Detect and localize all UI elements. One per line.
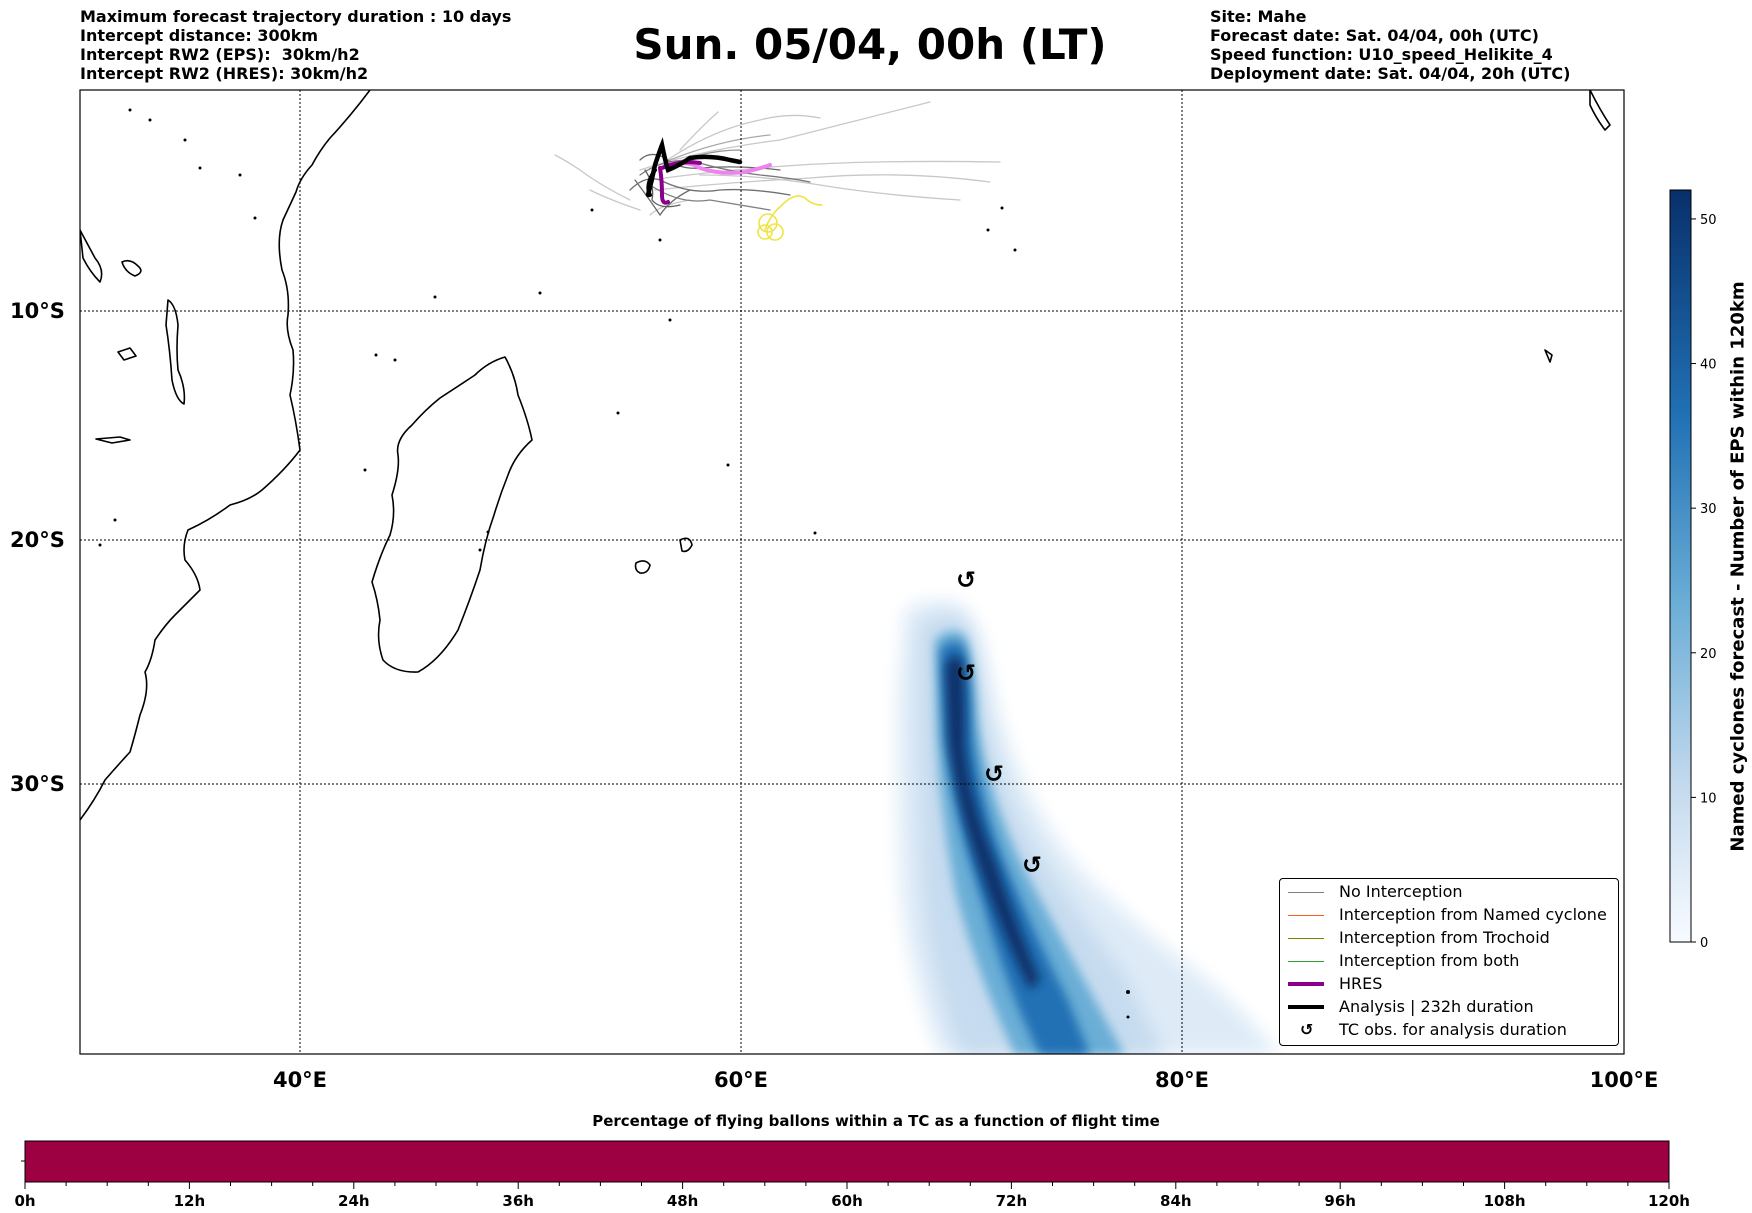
island-small	[95, 436, 131, 444]
island-comoros	[121, 259, 142, 277]
lon-tick-label: 60°E	[714, 1068, 768, 1092]
colorbar-tick-label: 0	[1700, 936, 1708, 951]
colorbar-tick-label: 10	[1700, 791, 1717, 806]
small-islands	[98, 108, 1130, 1019]
lat-tick-label: 30°S	[10, 772, 65, 796]
map-area: ↺ ↺ ↺ ↺	[80, 90, 1624, 1054]
lon-tick-label: 100°E	[1590, 1068, 1659, 1092]
flight-time-tick-label: 0h	[14, 1192, 35, 1210]
tc-observations: ↺ ↺ ↺ ↺	[956, 566, 1042, 879]
flight-time-tick-label: 60h	[831, 1192, 863, 1210]
legend-label: TC obs. for analysis duration	[1339, 1020, 1567, 1039]
header-line: Site: Mahe	[1210, 7, 1307, 26]
map-axis-labels: 40°E 60°E 80°E 100°E 10°S 20°S 30°S	[10, 299, 1658, 1092]
header-right: Site: Mahe Forecast date: Sat. 04/04, 00…	[1210, 7, 1570, 83]
header-line: Intercept RW2 (HRES): 30km/h2	[80, 64, 369, 83]
flight-time-bar: 0h 12h 24h 36h 48h 60h 72h 84h 96h 108h 120h	[14, 1140, 1690, 1210]
colorbar-label: Named cyclones forecast - Number of EPS …	[1727, 280, 1749, 852]
madagascar-coast	[371, 356, 533, 673]
header-left: Maximum forecast trajectory duration : 1…	[80, 7, 511, 83]
legend-swatch	[1288, 915, 1324, 916]
flight-time-tick-label: 36h	[502, 1192, 534, 1210]
lat-tick-label: 20°S	[10, 528, 65, 552]
island-small	[117, 347, 137, 361]
flight-time-tick-label: 84h	[1160, 1192, 1192, 1210]
legend-label: Analysis | 232h duration	[1339, 997, 1534, 1016]
coastlines	[80, 90, 1611, 821]
legend-swatch	[1288, 961, 1324, 962]
legend-label: No Interception	[1339, 882, 1463, 901]
lon-tick-label: 40°E	[273, 1068, 327, 1092]
legend: No Interception Interception from Named …	[1279, 878, 1619, 1046]
tc-obs-marker: ↺	[956, 659, 976, 687]
lake-or-island	[165, 299, 186, 405]
colorbar-tick-label: 20	[1700, 647, 1717, 662]
legend-label: HRES	[1339, 974, 1383, 993]
flight-time-tick-label: 24h	[338, 1192, 370, 1210]
header-line: Deployment date: Sat. 04/04, 20h (UTC)	[1210, 64, 1571, 83]
eps-trajectories	[554, 101, 1001, 241]
header-line: Speed function: U10_speed_Helikite_4	[1210, 45, 1553, 64]
legend-label: Interception from both	[1339, 951, 1520, 970]
legend-label: Interception from Trochoid	[1339, 928, 1550, 947]
flight-time-tick-label: 120h	[1648, 1192, 1690, 1210]
lon-tick-label: 80°E	[1155, 1068, 1209, 1092]
map-frame	[79, 89, 1625, 1055]
island-small	[1544, 349, 1553, 363]
eps-density-field	[897, 601, 1280, 1054]
island-mauritius	[679, 537, 693, 553]
tc-obs-marker: ↺	[1022, 851, 1042, 879]
flight-time-tick-label: 108h	[1484, 1192, 1526, 1210]
island-north	[80, 229, 103, 283]
legend-swatch	[1288, 938, 1324, 939]
colorbar-tick-label: 40	[1700, 358, 1717, 373]
island-small	[1589, 90, 1611, 131]
cyclone-icon: ↺	[1300, 1020, 1314, 1039]
flight-time-tick-label: 48h	[667, 1192, 699, 1210]
header-line: Intercept RW2 (EPS): 30km/h2	[80, 45, 360, 64]
flight-time-tick-label: 72h	[996, 1192, 1028, 1210]
flight-time-title: Percentage of flying ballons within a TC…	[592, 1112, 1160, 1130]
tc-obs-marker: ↺	[984, 760, 1004, 788]
island-reunion	[634, 560, 651, 574]
legend-label: Interception from Named cyclone	[1339, 905, 1607, 924]
flight-time-tick-label: 12h	[174, 1192, 206, 1210]
flight-time-tick-label: 96h	[1324, 1192, 1356, 1210]
page-title: Sun. 05/04, 00h (LT)	[633, 20, 1107, 69]
lat-tick-label: 10°S	[10, 299, 65, 323]
colorbar: 0 10 20 30 40 50	[1669, 189, 1717, 951]
colorbar-tick-label: 50	[1700, 213, 1717, 228]
gridlines	[80, 90, 1624, 1054]
tc-obs-marker: ↺	[956, 566, 976, 594]
header-line: Maximum forecast trajectory duration : 1…	[80, 7, 512, 26]
africa-coast	[80, 90, 371, 821]
legend-swatch	[1288, 982, 1324, 986]
legend-swatch	[1288, 1005, 1324, 1009]
legend-swatch	[1288, 892, 1324, 893]
header-line: Forecast date: Sat. 04/04, 00h (UTC)	[1210, 26, 1539, 45]
colorbar-tick-label: 30	[1700, 502, 1717, 517]
header-line: Intercept distance: 300km	[80, 26, 319, 45]
